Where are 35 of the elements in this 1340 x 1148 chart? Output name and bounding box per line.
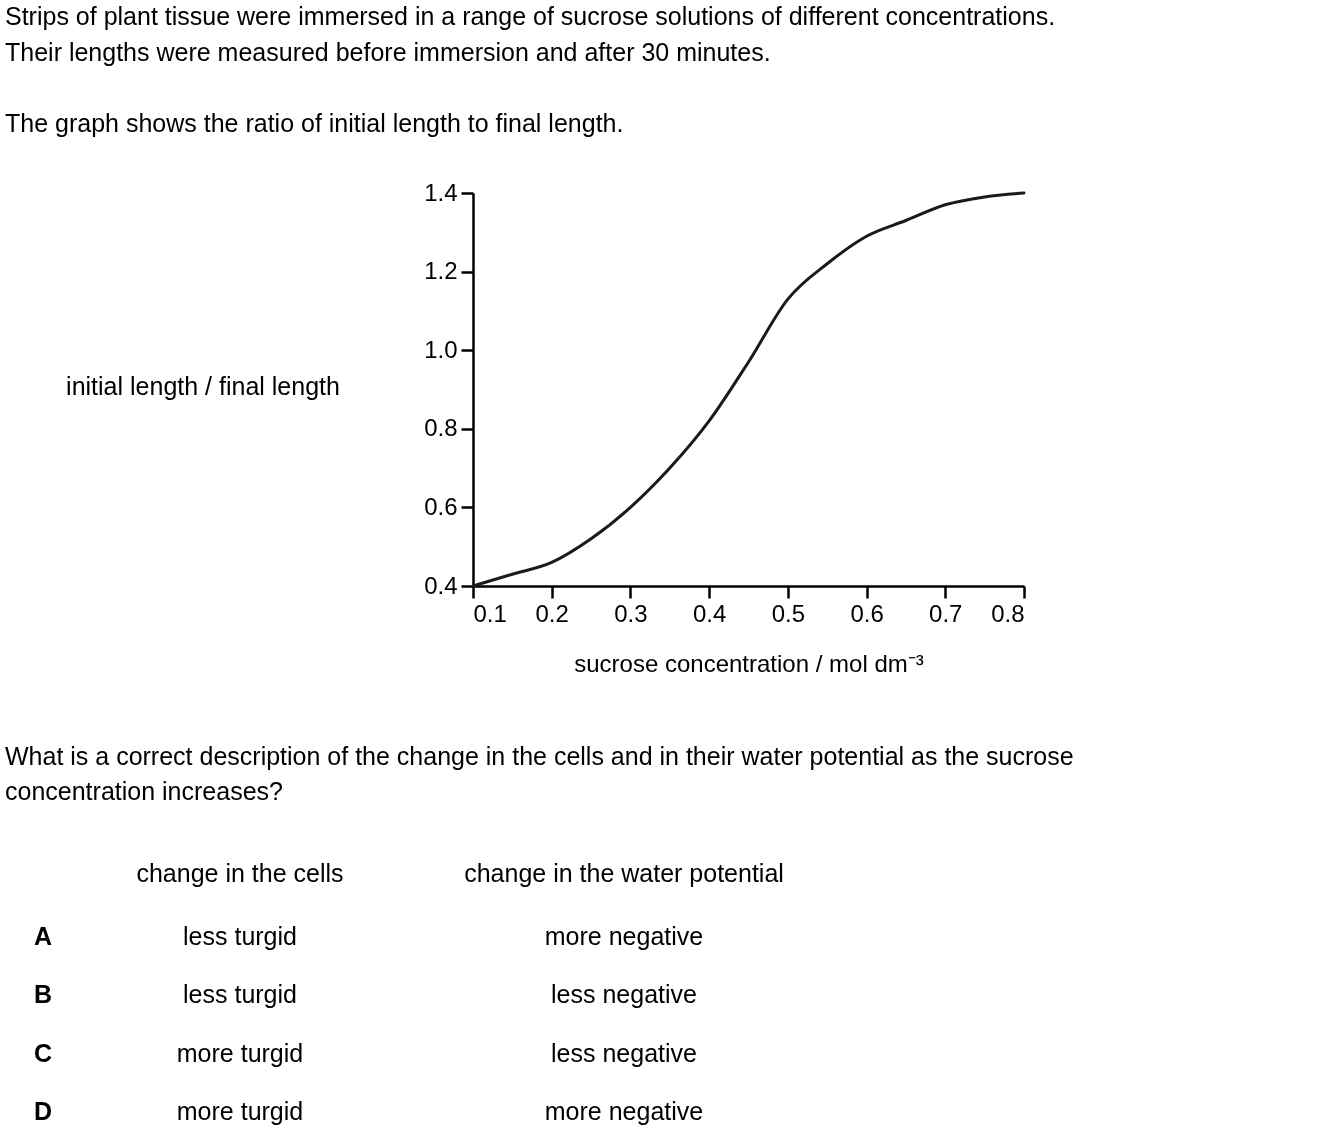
x-tick-label: 0.8 [991, 599, 1025, 627]
text: D [33, 1097, 53, 1125]
y-tick-label: 0.6 [424, 492, 458, 520]
x-tick-label: 0.5 [771, 599, 806, 627]
text: less turgid [183, 980, 297, 1008]
text: more negative [544, 1097, 704, 1125]
text: Strips of plant tissue were immersed in a range of sucrose solutions of different concentrations. [5, 2, 1056, 30]
text: less turgid [183, 922, 297, 950]
x-tick-label: 0.4 [692, 599, 727, 627]
x-tick-label: 0.2 [535, 599, 569, 627]
text: change in the water potential [464, 859, 784, 887]
y-axis-title: initial length / final length [66, 372, 340, 400]
y-tick-label: 0.8 [424, 414, 458, 442]
y-tick-label: 1.0 [424, 335, 458, 363]
x-tick-label: 0.1 [473, 599, 507, 627]
text: change in the cells [136, 859, 344, 887]
text: B [33, 980, 53, 1008]
text: concentration increases? [5, 777, 283, 805]
x-tick-label: 0.7 [929, 599, 963, 627]
y-tick-label: 1.2 [424, 257, 458, 285]
y-tick-label: 1.4 [424, 178, 458, 206]
text: Their lengths were measured before immersion and after 30 minutes. [5, 38, 771, 66]
text: A [33, 922, 53, 950]
y-tick-label: 0.4 [424, 571, 458, 599]
text: The graph shows the ratio of initial length to final length. [5, 109, 624, 137]
text: more turgid [176, 1097, 304, 1125]
text: C [33, 1039, 53, 1067]
x-tick-label: 0.6 [850, 599, 884, 627]
x-tick-label: 0.3 [614, 599, 648, 627]
text: more turgid [176, 1039, 304, 1067]
x-axis-title: sucrose concentration / mol dm⁻³ [574, 649, 924, 677]
text: more negative [544, 922, 704, 950]
text: less negative [551, 1039, 697, 1067]
text: What is a correct description of the change in the cells and in their water potential as the sucrose [5, 742, 1074, 770]
text: less negative [551, 980, 697, 1008]
